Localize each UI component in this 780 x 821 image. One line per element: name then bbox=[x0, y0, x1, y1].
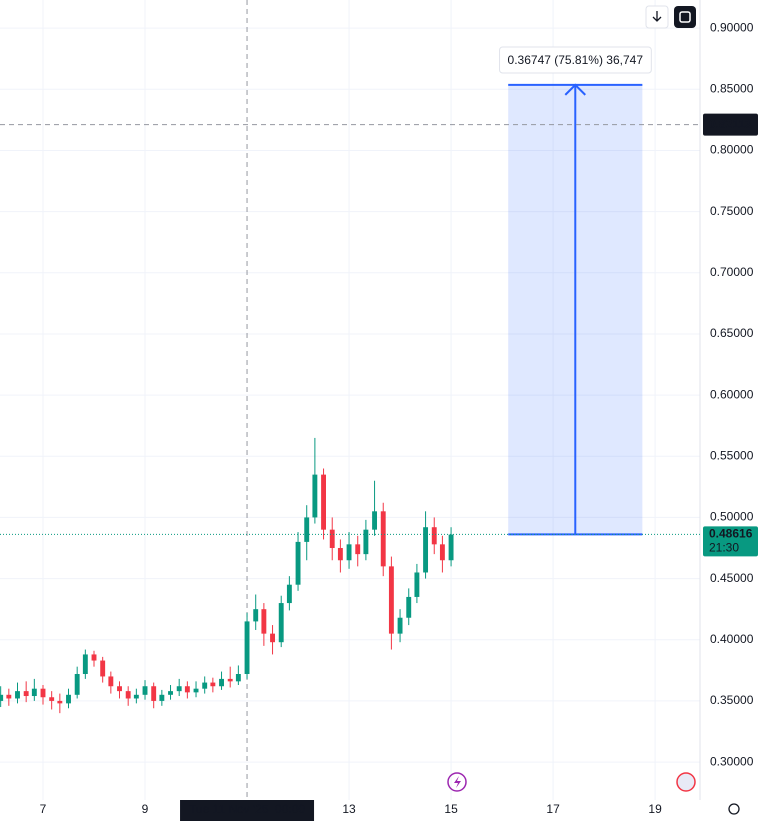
candle-body bbox=[321, 474, 327, 530]
candle-body bbox=[0, 694, 4, 701]
candle-body bbox=[117, 686, 122, 692]
candle-body bbox=[91, 654, 97, 661]
candle-body bbox=[346, 544, 352, 561]
grid bbox=[0, 0, 700, 800]
measure-label-box bbox=[499, 46, 652, 74]
lightning-icon[interactable] bbox=[447, 772, 467, 792]
y-tick-label: 0.35000 bbox=[710, 693, 754, 707]
fullscreen-button[interactable] bbox=[674, 6, 696, 28]
candle-body bbox=[439, 544, 445, 561]
y-tick-label: 0.75000 bbox=[710, 204, 754, 218]
crosshair-date-label: Tue 11 Nov '25 bbox=[189, 802, 269, 816]
y-tick-label: 0.65000 bbox=[710, 326, 754, 340]
candle-body bbox=[31, 688, 37, 697]
measure-arrowhead bbox=[564, 83, 586, 96]
candle-body bbox=[261, 609, 267, 634]
candle-body bbox=[202, 682, 208, 689]
candle-body bbox=[329, 529, 335, 549]
crosshair-price-label: 0.82113 bbox=[709, 117, 752, 131]
candle-body bbox=[406, 596, 412, 618]
candle-body bbox=[176, 686, 182, 692]
candle-body bbox=[431, 527, 437, 545]
last-price-label: 0.48616 bbox=[709, 527, 753, 541]
candle-body bbox=[372, 511, 378, 530]
candle-body bbox=[74, 674, 80, 695]
candle-body bbox=[142, 686, 148, 695]
candle-body bbox=[151, 686, 157, 701]
y-tick-label: 0.30000 bbox=[710, 754, 754, 768]
candle-body bbox=[193, 688, 199, 693]
crosshair-price-box bbox=[703, 113, 758, 136]
candle-body bbox=[184, 686, 190, 693]
bottom-icons bbox=[447, 772, 740, 815]
y-tick-label: 0.55000 bbox=[710, 448, 754, 462]
crosshair-time-box bbox=[180, 800, 315, 821]
candle-body bbox=[253, 609, 259, 622]
candle-body bbox=[270, 633, 275, 643]
last-price-box bbox=[703, 526, 758, 557]
candle-body bbox=[227, 678, 233, 682]
candle-body bbox=[133, 694, 139, 699]
candle-body bbox=[49, 697, 55, 701]
y-tick-label: 0.70000 bbox=[710, 265, 754, 279]
candle-body bbox=[15, 691, 20, 699]
candle-body bbox=[397, 617, 403, 634]
x-tick-label: 13 bbox=[342, 802, 356, 816]
fullscreen-icon bbox=[679, 11, 691, 23]
candle-body bbox=[57, 700, 63, 704]
y-tick-label: 0.80000 bbox=[710, 143, 754, 157]
candle-body bbox=[355, 544, 361, 555]
lightning-bolt bbox=[454, 776, 461, 788]
y-tick-label: 0.50000 bbox=[710, 510, 754, 524]
arrow-icon bbox=[652, 11, 662, 22]
candle-body bbox=[448, 534, 454, 561]
candle-body bbox=[414, 572, 420, 597]
candle-body bbox=[337, 548, 343, 561]
settings-icon[interactable] bbox=[728, 803, 740, 815]
candle-body bbox=[278, 603, 284, 643]
flag-icon[interactable] bbox=[676, 772, 696, 792]
candle-body bbox=[286, 584, 292, 604]
y-tick-label: 0.60000 bbox=[710, 387, 754, 401]
y-tick-label: 0.40000 bbox=[710, 632, 754, 646]
candle-body bbox=[295, 541, 301, 585]
countdown-label: 21:30 bbox=[709, 541, 739, 555]
candle-body bbox=[388, 566, 394, 634]
y-tick-label: 0.85000 bbox=[710, 81, 754, 95]
candle-body bbox=[125, 691, 131, 699]
crosshair-time-label: 00:00 bbox=[275, 802, 305, 816]
x-tick-label: 9 bbox=[142, 802, 149, 816]
candle-body bbox=[66, 694, 71, 704]
x-tick-label: 7 bbox=[40, 802, 47, 816]
candle-body bbox=[6, 694, 12, 699]
measure-label: 0.36747 (75.81%) 36,747 bbox=[508, 53, 644, 67]
candle-body bbox=[40, 688, 46, 698]
candle-body bbox=[100, 660, 106, 677]
candle-body bbox=[244, 621, 250, 675]
candle-body bbox=[82, 654, 88, 675]
candle-body bbox=[235, 674, 241, 682]
y-tick-label: 0.90000 bbox=[710, 20, 754, 34]
candle-body bbox=[210, 682, 216, 687]
y-tick-label: 0.45000 bbox=[710, 571, 754, 585]
candle-body bbox=[108, 676, 114, 687]
x-tick-label: 15 bbox=[444, 802, 458, 816]
candle-body bbox=[23, 691, 29, 697]
candle-body bbox=[304, 517, 310, 542]
top-buttons[interactable] bbox=[645, 5, 696, 29]
x-tick-label: 19 bbox=[648, 802, 662, 816]
candle-body bbox=[363, 529, 369, 555]
candle-body bbox=[159, 694, 165, 701]
candle-body bbox=[423, 527, 429, 573]
x-tick-label: 17 bbox=[546, 802, 560, 816]
candle-body bbox=[380, 511, 386, 567]
candle-body bbox=[312, 474, 318, 518]
candle-body bbox=[168, 691, 173, 695]
candle-body bbox=[219, 678, 224, 687]
